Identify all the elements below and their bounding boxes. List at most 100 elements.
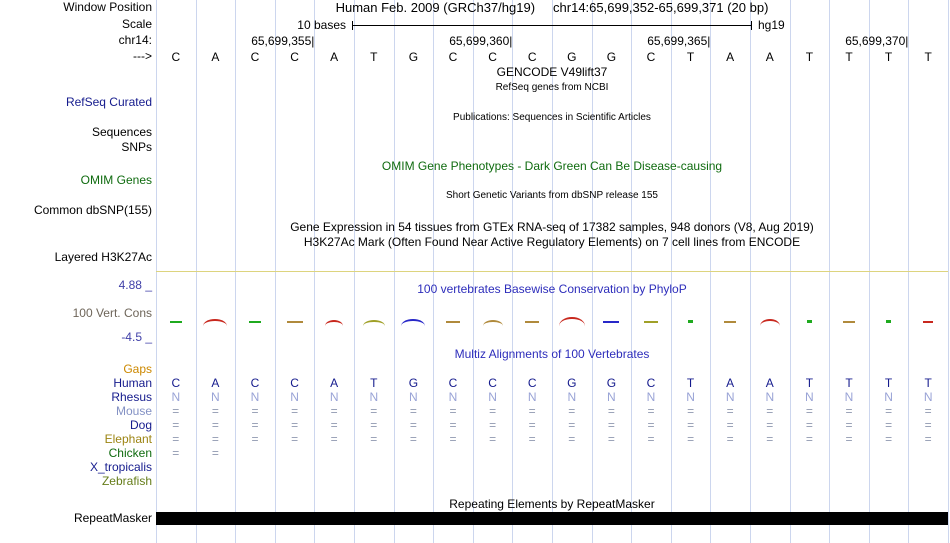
alignment-cell: = [172, 418, 180, 432]
conservation-track-title[interactable]: 100 vertebrates Basewise Conservation by… [417, 282, 687, 296]
track-label-mouse[interactable]: Mouse [115, 404, 152, 418]
alignment-cell: = [726, 432, 734, 446]
omim-track-title[interactable]: OMIM Gene Phenotypes - Dark Green Can Be… [381, 159, 723, 173]
track-label-rhesus[interactable]: Rhesus [111, 390, 152, 404]
alignment-cell: = [528, 404, 536, 418]
alignment-cell: = [845, 404, 853, 418]
alignment-cell: N [211, 390, 220, 404]
position-range: chr14:65,699,352-65,699,371 (20 bp) [553, 0, 769, 15]
base-letter: A [211, 50, 220, 64]
alignment-cell: = [568, 418, 576, 432]
track-label-sequences[interactable]: Sequences [91, 125, 152, 139]
alignment-cell: C [290, 376, 299, 390]
alignment-cell: A [726, 376, 735, 390]
conservation-mark [325, 320, 344, 326]
ruler-tick-label: 65,699,370| [845, 34, 909, 48]
base-letter: T [884, 50, 893, 64]
alignment-cell: = [291, 432, 299, 446]
window-position-header: Human Feb. 2009 (GRCh37/hg19) chr14:65,69… [156, 1, 948, 14]
alignment-cell: G [567, 376, 577, 390]
alignment-cell: = [370, 418, 378, 432]
base-letter: C [527, 50, 537, 64]
alignment-cell: = [766, 418, 774, 432]
alignment-cell: = [924, 432, 932, 446]
base-letter: A [765, 50, 774, 64]
alignment-cell: = [687, 432, 695, 446]
scale-value-label: 10 bases [297, 18, 346, 32]
alignment-cell: = [726, 418, 734, 432]
alignment-cell: = [647, 418, 655, 432]
alignment-cell: = [845, 418, 853, 432]
left-label-column: Window Position Scale chr14: ---> RefSeq… [0, 0, 156, 543]
publications-track-title[interactable]: Publications: Sequences in Scientific Ar… [453, 112, 651, 123]
conservation-mark [169, 321, 182, 323]
track-label-chicken[interactable]: Chicken [108, 446, 152, 460]
alignment-cell: = [528, 418, 536, 432]
alignment-cell: = [172, 404, 180, 418]
alignment-cell: T [924, 376, 932, 390]
alignment-cell: = [805, 432, 813, 446]
base-letter: C [290, 50, 299, 64]
base-letter: T [845, 50, 853, 64]
alignment-cell: N [725, 390, 735, 404]
track-label-zebrafish[interactable]: Zebrafish [101, 474, 152, 488]
alignment-cell: = [647, 404, 655, 418]
track-label-human[interactable]: Human [113, 376, 152, 390]
alignment-cell: = [885, 432, 893, 446]
alignment-cell: = [370, 404, 378, 418]
track-label-gaps[interactable]: Gaps [123, 362, 152, 376]
track-label-common-dbsnp[interactable]: Common dbSNP(155) [33, 203, 152, 217]
track-label-layered-h3k27ac[interactable]: Layered H3K27Ac [54, 250, 152, 264]
conservation-mark [603, 321, 620, 323]
gtex-track-title[interactable]: Gene Expression in 54 tissues from GTEx … [290, 220, 814, 234]
alignment-cell: = [924, 418, 932, 432]
dbsnp-track-title[interactable]: Short Genetic Variants from dbSNP releas… [446, 190, 658, 201]
scale-bar [352, 21, 752, 30]
alignment-cell: = [211, 432, 219, 446]
track-label-dog[interactable]: Dog [129, 418, 152, 432]
alignment-cell: = [568, 432, 576, 446]
alignment-cell: = [687, 404, 695, 418]
scale-bar-line [353, 25, 751, 26]
track-label-snps[interactable]: SNPs [121, 140, 152, 154]
base-letter: T [370, 50, 378, 64]
track-label-x_tropicalis[interactable]: X_tropicalis [89, 460, 152, 474]
alignment-cell: = [726, 404, 734, 418]
alignment-cell: = [924, 404, 932, 418]
gencode-track-title[interactable]: GENCODE V49lift37 [496, 65, 608, 79]
main-panel: Human Feb. 2009 (GRCh37/hg19) chr14:65,69… [156, 0, 949, 543]
repeatmasker-track-title[interactable]: Repeating Elements by RepeatMasker [449, 497, 655, 511]
base-letter: T [686, 50, 695, 64]
alignment-cell: = [370, 432, 378, 446]
conservation-mark [286, 321, 303, 323]
base-letter: C [250, 50, 260, 64]
strand-arrow-label[interactable]: ---> [133, 49, 152, 63]
h3k27ac-track-title[interactable]: H3K27Ac Mark (Often Found Near Active Re… [303, 235, 801, 249]
alignment-cell: = [330, 404, 338, 418]
alignment-cell: = [330, 418, 338, 432]
alignment-cell: = [172, 432, 180, 446]
base-letter: C [488, 50, 497, 64]
track-label-elephant[interactable]: Elephant [104, 432, 152, 446]
h3k27ac-baseline [156, 271, 948, 272]
track-label-100-vert-cons[interactable]: 100 Vert. Cons [72, 306, 152, 320]
conservation-mark [724, 321, 737, 323]
alignment-cell: C [527, 376, 537, 390]
refseq-track-title[interactable]: RefSeq genes from NCBI [495, 82, 609, 93]
alignment-cell: N [686, 390, 695, 404]
track-label-repeatmasker[interactable]: RepeatMasker [73, 511, 152, 525]
alignment-cell: N [805, 390, 814, 404]
conservation-mark [644, 321, 658, 323]
multiz-track-title[interactable]: Multiz Alignments of 100 Vertebrates [454, 347, 650, 361]
track-label-omim-genes[interactable]: OMIM Genes [80, 173, 152, 187]
alignment-cell: C [250, 376, 260, 390]
alignment-cell: = [211, 418, 219, 432]
track-label-refseq-curated[interactable]: RefSeq Curated [65, 95, 152, 109]
scale-label: Scale [121, 17, 152, 31]
alignment-cell: T [884, 376, 893, 390]
repeatmasker-bar[interactable] [156, 512, 948, 525]
base-letter: C [646, 50, 656, 64]
alignment-cell: N [488, 390, 497, 404]
alignment-cell: G [606, 376, 617, 390]
alignment-cell: C [171, 376, 181, 390]
